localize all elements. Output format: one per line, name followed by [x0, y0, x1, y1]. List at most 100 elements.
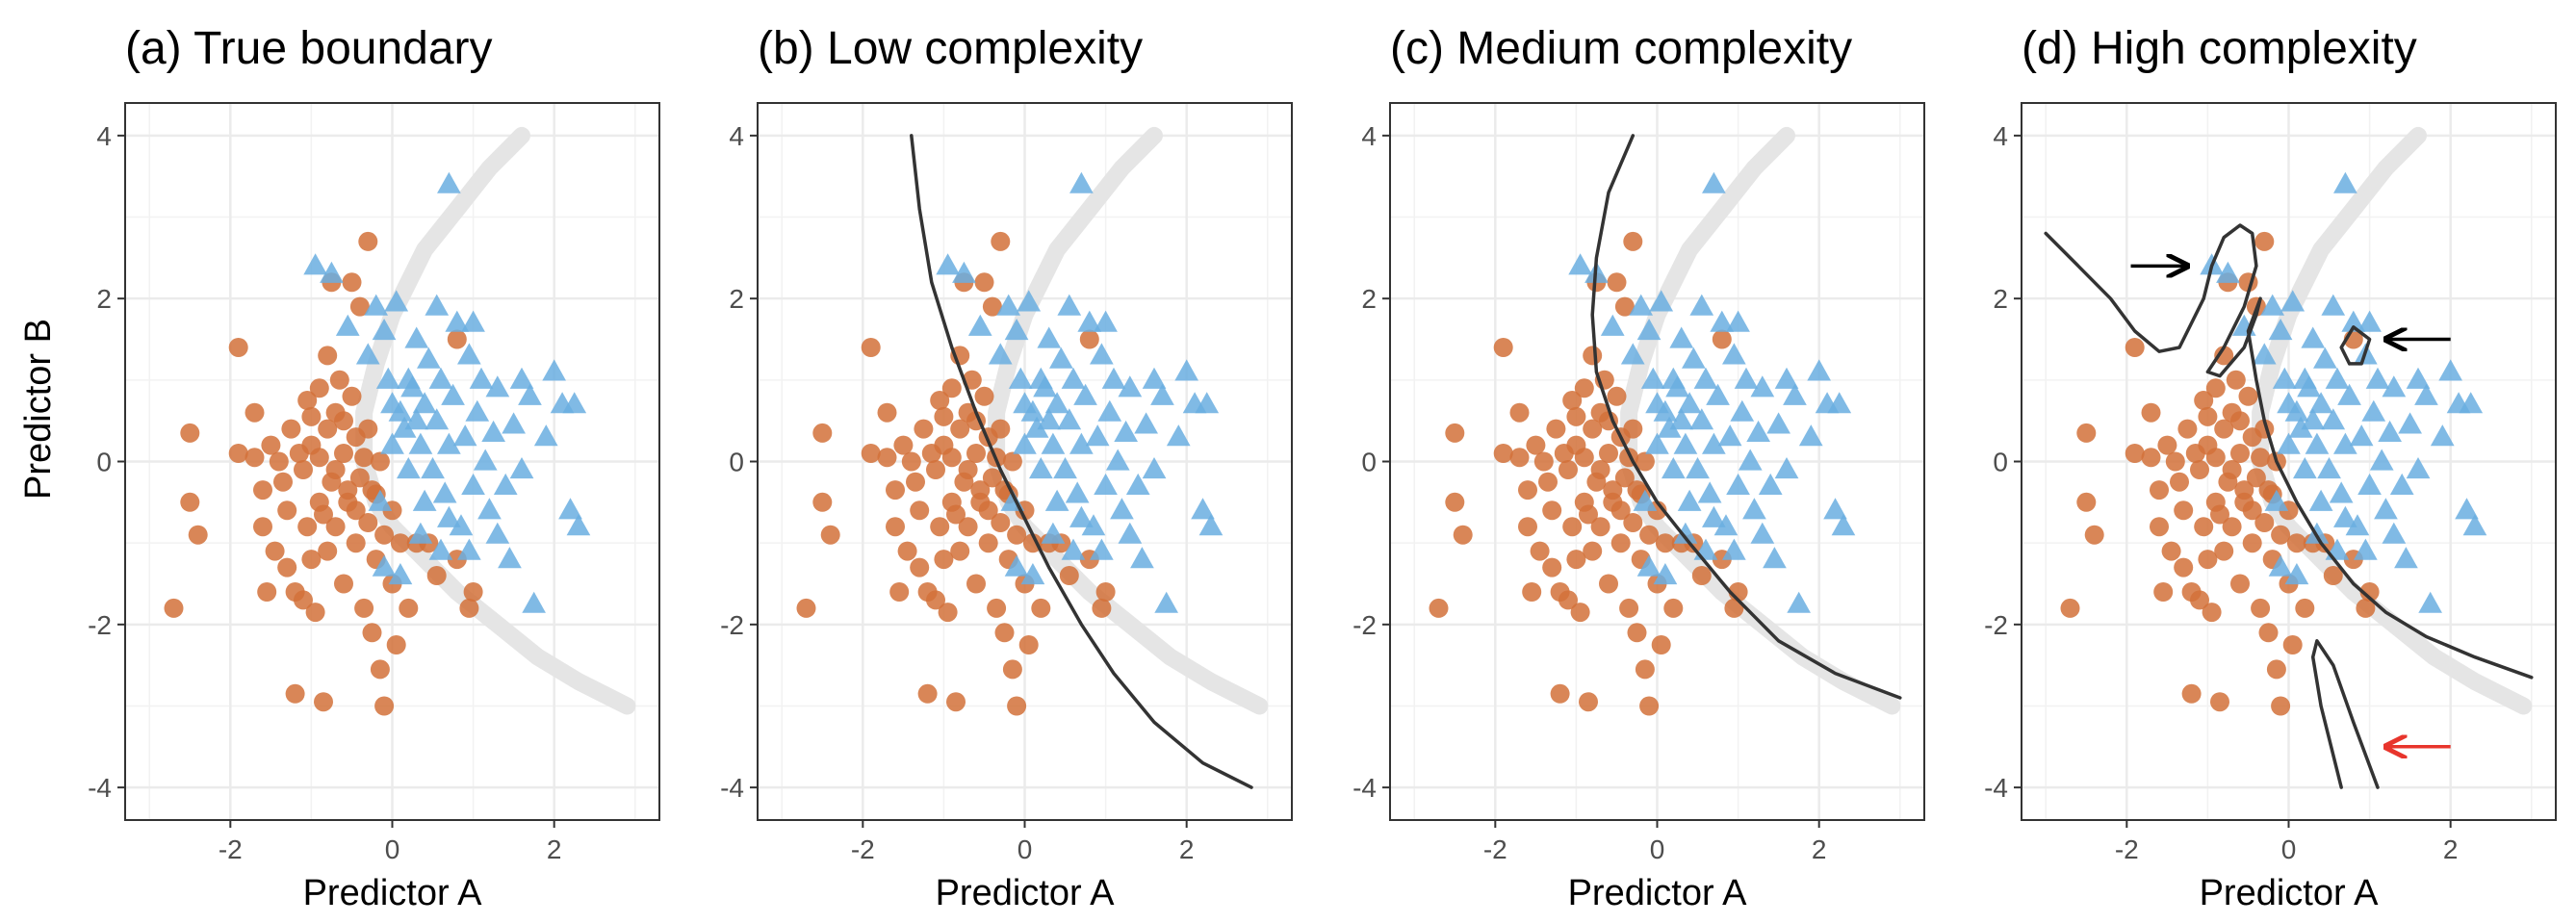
x-tick-label: 0 [385, 834, 400, 864]
data-point-circle [277, 500, 297, 521]
data-point-circle [314, 692, 333, 712]
data-point-triangle [498, 547, 522, 569]
data-point-triangle [1004, 554, 1029, 577]
data-point-circle [301, 406, 322, 426]
data-point-triangle [428, 538, 453, 560]
data-point-triangle [1807, 359, 1831, 381]
data-point-triangle [1049, 346, 1073, 369]
data-point-triangle [425, 294, 450, 316]
data-point-circle [1007, 696, 1027, 716]
data-point-circle [978, 500, 998, 521]
data-point-circle [2190, 460, 2209, 479]
data-point-circle [2359, 582, 2380, 602]
data-point-triangle [2369, 449, 2394, 471]
data-point-triangle [1142, 367, 1167, 389]
data-point-triangle [1697, 481, 1722, 503]
data-point-circle [1509, 402, 1530, 423]
data-point-circle [1007, 525, 1027, 545]
panel-3: -2 0 2 -4 -2 0 2 4 (c) Medium complexity Predicto… [1352, 23, 1925, 913]
data-point-circle [991, 231, 1011, 251]
data-point-triangle [432, 481, 457, 503]
data-point-circle [2295, 598, 2315, 618]
data-point-triangle [1693, 367, 1718, 389]
data-point-circle [1566, 406, 1586, 426]
data-point-circle [941, 448, 962, 468]
data-point-circle [1570, 603, 1590, 623]
data-point-triangle [1166, 424, 1191, 447]
x-tick-label: -2 [851, 834, 875, 864]
data-point-triangle [1044, 392, 1069, 414]
data-point-circle [914, 419, 934, 439]
data-point-triangle [1069, 171, 1094, 193]
data-point-circle [2150, 517, 2169, 537]
data-point-circle [1579, 504, 1598, 525]
data-point-circle [285, 683, 305, 704]
data-point-triangle [2394, 547, 2418, 569]
data-point-circle [1562, 391, 1583, 410]
data-point-circle [2177, 419, 2198, 439]
data-point-circle [934, 406, 954, 426]
data-point-triangle [2378, 420, 2402, 442]
data-point-circle [2181, 683, 2202, 704]
data-point-circle [1590, 517, 1610, 537]
data-point-circle [1445, 492, 1465, 512]
data-point-triangle [2272, 367, 2297, 389]
data-point-circle [1538, 472, 1558, 492]
data-point-circle [1558, 460, 1578, 479]
data-point-triangle [2301, 326, 2326, 348]
data-point-circle [1546, 419, 1566, 439]
y-tick-label: -2 [720, 610, 744, 640]
data-point-circle [2141, 402, 2161, 423]
y-tick-label: 0 [1993, 448, 2008, 477]
data-point-triangle [2333, 171, 2357, 193]
data-point-circle [358, 419, 378, 439]
data-point-circle [346, 500, 366, 521]
data-point-triangle [388, 563, 413, 585]
data-point-triangle [1689, 408, 1714, 430]
data-point-circle [861, 444, 881, 463]
data-point-circle [362, 480, 382, 500]
data-point-triangle [1198, 514, 1224, 536]
data-point-triangle [952, 261, 976, 283]
data-point-circle [958, 460, 978, 479]
data-point-triangle [1620, 343, 1645, 365]
data-point-circle [2125, 444, 2145, 463]
data-point-circle [164, 598, 184, 618]
data-point-circle [1566, 550, 1586, 570]
data-point-triangle [1633, 489, 1658, 511]
data-point-triangle [1722, 538, 1746, 560]
data-point-circle [1590, 460, 1610, 479]
data-point-circle [447, 329, 467, 349]
panel-title: (c) Medium complexity [1390, 23, 1852, 74]
data-point-triangle [1717, 424, 1742, 447]
data-point-triangle [967, 314, 992, 336]
data-point-circle [2174, 500, 2194, 521]
data-point-circle [1518, 517, 1537, 537]
data-point-triangle [1069, 432, 1094, 454]
data-point-triangle [404, 326, 429, 348]
data-point-triangle [2357, 310, 2382, 332]
data-point-triangle [502, 412, 526, 434]
data-point-circle [1558, 590, 1578, 610]
fitted-boundary-line [2339, 325, 2372, 366]
data-point-triangle [2406, 367, 2431, 389]
data-point-circle [966, 574, 986, 594]
y-tick-label: -4 [720, 773, 744, 803]
data-point-circle [314, 504, 333, 525]
data-point-circle [2242, 500, 2262, 521]
data-point-circle [1095, 582, 1116, 602]
data-point-triangle [1033, 375, 1057, 398]
data-point-triangle [1020, 563, 1045, 585]
data-point-circle [399, 598, 419, 618]
data-point-triangle [1154, 591, 1178, 613]
data-point-circle [1635, 451, 1655, 472]
data-point-circle [338, 480, 358, 500]
data-point-triangle [1783, 383, 1807, 405]
panel-1: -2 0 2 -4 -2 0 2 4 (a) True boundary Predictor A [88, 23, 660, 913]
y-tick-label: 0 [729, 448, 744, 477]
data-point-circle [1445, 423, 1465, 443]
data-point-triangle [2268, 319, 2293, 341]
data-point-triangle [1069, 505, 1094, 527]
data-point-triangle [1713, 514, 1739, 536]
data-point-circle [269, 451, 289, 472]
